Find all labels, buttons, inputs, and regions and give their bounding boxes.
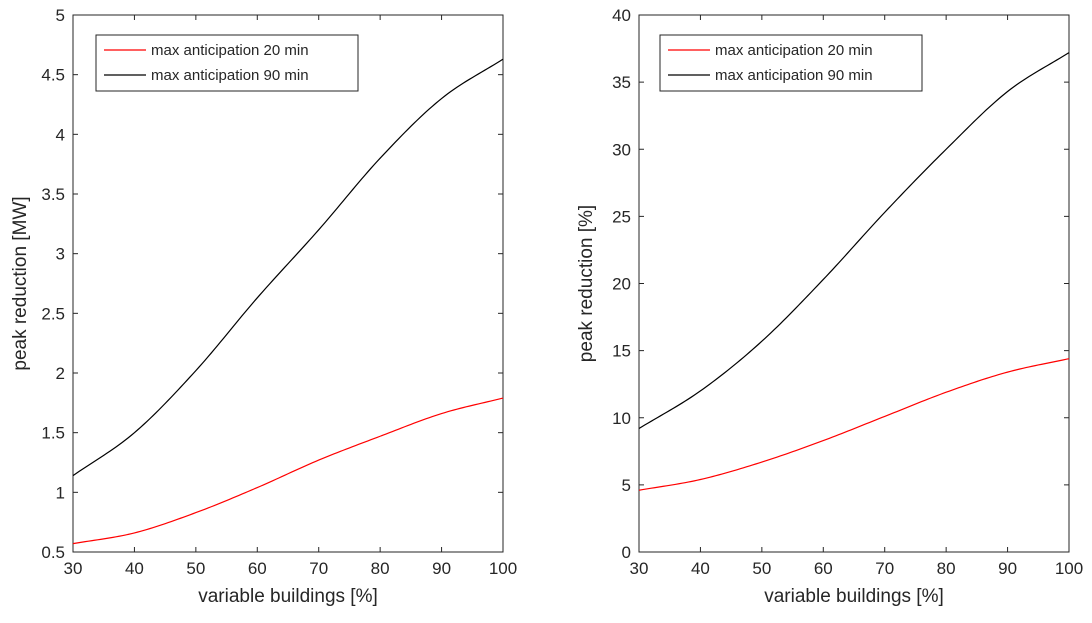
chart-1-y-tick-label: 2 <box>56 364 65 383</box>
chart-1-y-tick-label: 3 <box>56 245 65 264</box>
chart-1-legend-label-1: max anticipation 20 min <box>151 42 309 59</box>
chart-1-x-tick-label: 50 <box>186 559 205 578</box>
chart-1-legend-box <box>95 34 359 92</box>
chart-2-y-tick-label: 20 <box>612 275 631 294</box>
chart-2-series-line-2 <box>638 52 1070 430</box>
chart-1: 30 40 50 60 70 80 90 100 0.5 1 1.5 2 2.5 3 3.5 4 4.5 5 var… <box>10 6 517 607</box>
chart-1-x-tick-label: 90 <box>432 559 451 578</box>
chart-1-y-tick-label: 1 <box>56 483 65 502</box>
chart-2-series-line-1 <box>638 358 1070 491</box>
chart-2-legend-box <box>659 34 923 92</box>
chart-1-y-tick-label: 4 <box>56 125 65 144</box>
chart-2-y-tick-label: 35 <box>612 73 631 92</box>
chart-1-plot-area <box>72 14 504 553</box>
chart-2-y-tick-label: 10 <box>612 409 631 428</box>
chart-2: 30 40 50 60 70 80 90 100 0 5 10 15 20 25 30 35 40 variabl… <box>576 6 1083 607</box>
chart-2-y-tick-label: 40 <box>612 6 631 25</box>
chart-2-x-tick-label: 80 <box>937 559 956 578</box>
chart-2-x-tick-label: 50 <box>752 559 771 578</box>
chart-2-legend-label-2: max anticipation 90 min <box>715 67 873 84</box>
chart-2-x-tick-label: 100 <box>1055 559 1083 578</box>
chart-2-x-axis-label: variable buildings [%] <box>764 586 944 607</box>
chart-1-legend-label-2: max anticipation 90 min <box>151 67 309 84</box>
chart-1-y-tick-label: 3.5 <box>41 185 65 204</box>
chart-1-y-axis-label: peak reduction [MW] <box>10 196 31 370</box>
chart-2-plot-area <box>638 14 1070 553</box>
chart-1-x-tick-label: 60 <box>248 559 267 578</box>
chart-2-x-tick-label: 60 <box>814 559 833 578</box>
chart-1-x-tick-label: 100 <box>489 559 517 578</box>
chart-1-y-tick-label: 4.5 <box>41 66 65 85</box>
chart-1-x-tick-label: 70 <box>309 559 328 578</box>
chart-2-y-axis-label: peak reduction [%] <box>576 205 597 362</box>
chart-1-y-tick-label: 2.5 <box>41 304 65 323</box>
chart-2-x-tick-label: 30 <box>630 559 649 578</box>
chart-1-series-line-1 <box>72 397 504 545</box>
chart-2-legend-label-1: max anticipation 20 min <box>715 42 873 59</box>
chart-1-y-tick-label: 5 <box>56 6 65 25</box>
chart-1-x-tick-label: 80 <box>371 559 390 578</box>
chart-1-x-tick-label: 30 <box>64 559 83 578</box>
chart-1-x-axis-label: variable buildings [%] <box>198 586 378 607</box>
chart-1-series-line-2 <box>72 58 504 477</box>
chart-2-y-tick-label: 5 <box>622 476 631 495</box>
chart-2-y-tick-label: 30 <box>612 140 631 159</box>
chart-2-x-tick-label: 40 <box>691 559 710 578</box>
chart-2-y-tick-label: 0 <box>622 543 631 562</box>
chart-1-y-tick-label: 1.5 <box>41 424 65 443</box>
chart-2-y-tick-label: 25 <box>612 207 631 226</box>
chart-2-y-tick-label: 15 <box>612 342 631 361</box>
chart-1-y-tick-label: 0.5 <box>41 543 65 562</box>
chart-2-x-tick-label: 70 <box>875 559 894 578</box>
chart-2-x-tick-label: 90 <box>998 559 1017 578</box>
chart-1-x-tick-label: 40 <box>125 559 144 578</box>
